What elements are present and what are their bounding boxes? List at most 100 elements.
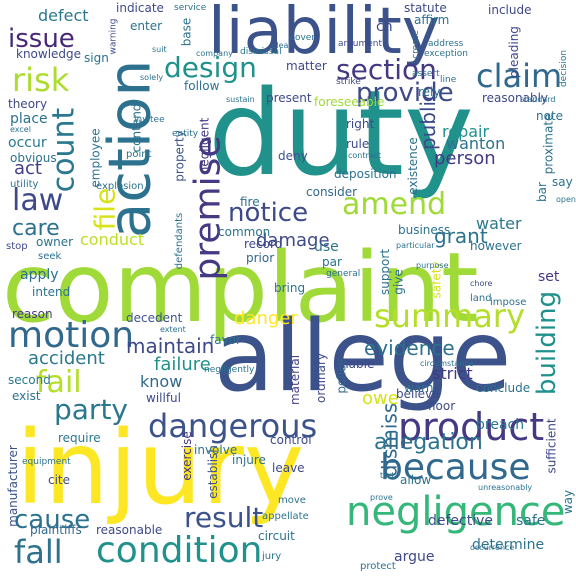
word-summary: summary [374, 297, 525, 335]
word-maintain: maintain [126, 334, 215, 358]
word-floor: floor [428, 399, 456, 413]
word-pleading: pleading [506, 26, 521, 78]
word-place: place [10, 111, 48, 127]
word-intend: intend [32, 285, 71, 299]
word-allege: allege [214, 300, 512, 414]
word-argument: argument [338, 39, 383, 49]
word-deny: deny [278, 149, 308, 163]
word-decision: decision [559, 49, 570, 88]
word-general: general [326, 269, 361, 279]
word-impose: impose [490, 297, 527, 308]
word-contract: contract [348, 151, 382, 160]
word-consider: consider [306, 185, 358, 199]
word-plaintiffs: plaintiffs [30, 523, 82, 537]
word-stop: stop [6, 241, 28, 252]
word-support: support [378, 248, 393, 296]
word-act: act [14, 158, 42, 179]
word-person: person [434, 148, 496, 169]
word-rely: rely [418, 85, 441, 99]
word-conduct: conduct [80, 230, 145, 249]
word-argue: argue [394, 549, 435, 565]
word-appellate: appellate [262, 511, 309, 522]
word-cover: cover [290, 33, 316, 43]
word-enter: enter [130, 19, 163, 33]
word-dismissal: dismissal [240, 47, 282, 57]
word-require: require [58, 431, 101, 445]
word-ch: ch [376, 19, 393, 35]
word-willful: willful [146, 391, 181, 405]
word-occur: occur [8, 135, 47, 151]
word-base: base [179, 17, 194, 47]
word-circuit: circuit [258, 529, 295, 543]
word-seek: seek [38, 251, 62, 262]
word-tort: tort [380, 471, 395, 480]
word-liable: liable [342, 357, 375, 371]
word-issue: issue [8, 24, 75, 54]
word-circumstance: circumstance [420, 359, 474, 368]
word-contend: contend [129, 103, 144, 153]
word-sign: sign [84, 51, 109, 65]
word-affirm: affirm [414, 13, 450, 27]
word-result: result [184, 501, 264, 534]
word-notice: notice [228, 198, 309, 228]
word-excel: excel [10, 125, 31, 134]
word-fall: fall [14, 533, 63, 571]
word-cause: cause [14, 505, 91, 535]
word-present: present [266, 91, 312, 105]
word-matter: matter [286, 59, 327, 73]
word-reason: reason [12, 307, 53, 321]
word-existence: existence [405, 137, 420, 195]
word-bar: bar [534, 182, 549, 202]
word-control: control [270, 433, 312, 447]
word-obvious: obvious [10, 151, 57, 165]
word-allow: allow [400, 473, 432, 487]
word-damage: damage [256, 230, 330, 251]
word-theory: theory [8, 97, 48, 111]
word-law: law [12, 183, 64, 218]
word-dismiss: dismiss [377, 402, 402, 478]
word-wanton: wanton [446, 134, 506, 153]
word-negligent: negligent [197, 117, 212, 175]
word-unreasonably: unreasonably [478, 483, 533, 492]
word-second: second [8, 373, 51, 387]
word-provide: provide [356, 78, 454, 108]
word-product: product [398, 405, 545, 449]
word-defect: defect [38, 6, 89, 25]
word-owe: owe [362, 388, 399, 409]
word-file: file [88, 187, 122, 231]
word-sustain: sustain [226, 95, 255, 104]
word-risk: risk [12, 61, 70, 99]
word-count: count [46, 107, 82, 193]
word-prior: prior [246, 251, 275, 265]
word-failure: failure [154, 354, 211, 375]
word-claim: claim [476, 57, 563, 95]
word-motion: motion [8, 315, 135, 356]
word-apply: apply [20, 267, 59, 283]
word-particular: particular [396, 241, 435, 250]
word-exercise: exercise [179, 431, 194, 481]
word-exception: exception [424, 49, 468, 59]
word-assert: assert [412, 69, 440, 79]
word-decedent: decedent [126, 311, 183, 325]
word-jury: jury [262, 551, 282, 562]
word-employee: employee [88, 128, 103, 188]
word-negligence: negligence [346, 489, 566, 535]
word-deposition: deposition [334, 167, 397, 181]
word-water: water [476, 214, 522, 233]
word-open: open [556, 195, 576, 204]
word-indicate: indicate [116, 1, 164, 15]
word-leave: leave [272, 461, 305, 475]
word-however: however [470, 239, 522, 253]
word-determine: determine [472, 537, 545, 553]
word-rule: rule [346, 137, 370, 151]
word-strike: strike [336, 77, 361, 87]
word-evidence: evidence [364, 336, 455, 360]
word-design: design [164, 51, 257, 84]
word-exist: exist [12, 389, 41, 403]
word-record: record [244, 237, 283, 251]
word-address: address [428, 39, 464, 49]
word-party: party [54, 393, 128, 426]
word-involve: involve [194, 443, 238, 457]
word-material: material [288, 354, 303, 406]
